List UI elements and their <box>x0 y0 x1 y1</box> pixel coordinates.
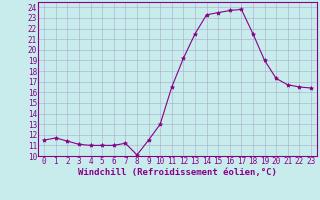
X-axis label: Windchill (Refroidissement éolien,°C): Windchill (Refroidissement éolien,°C) <box>78 168 277 177</box>
